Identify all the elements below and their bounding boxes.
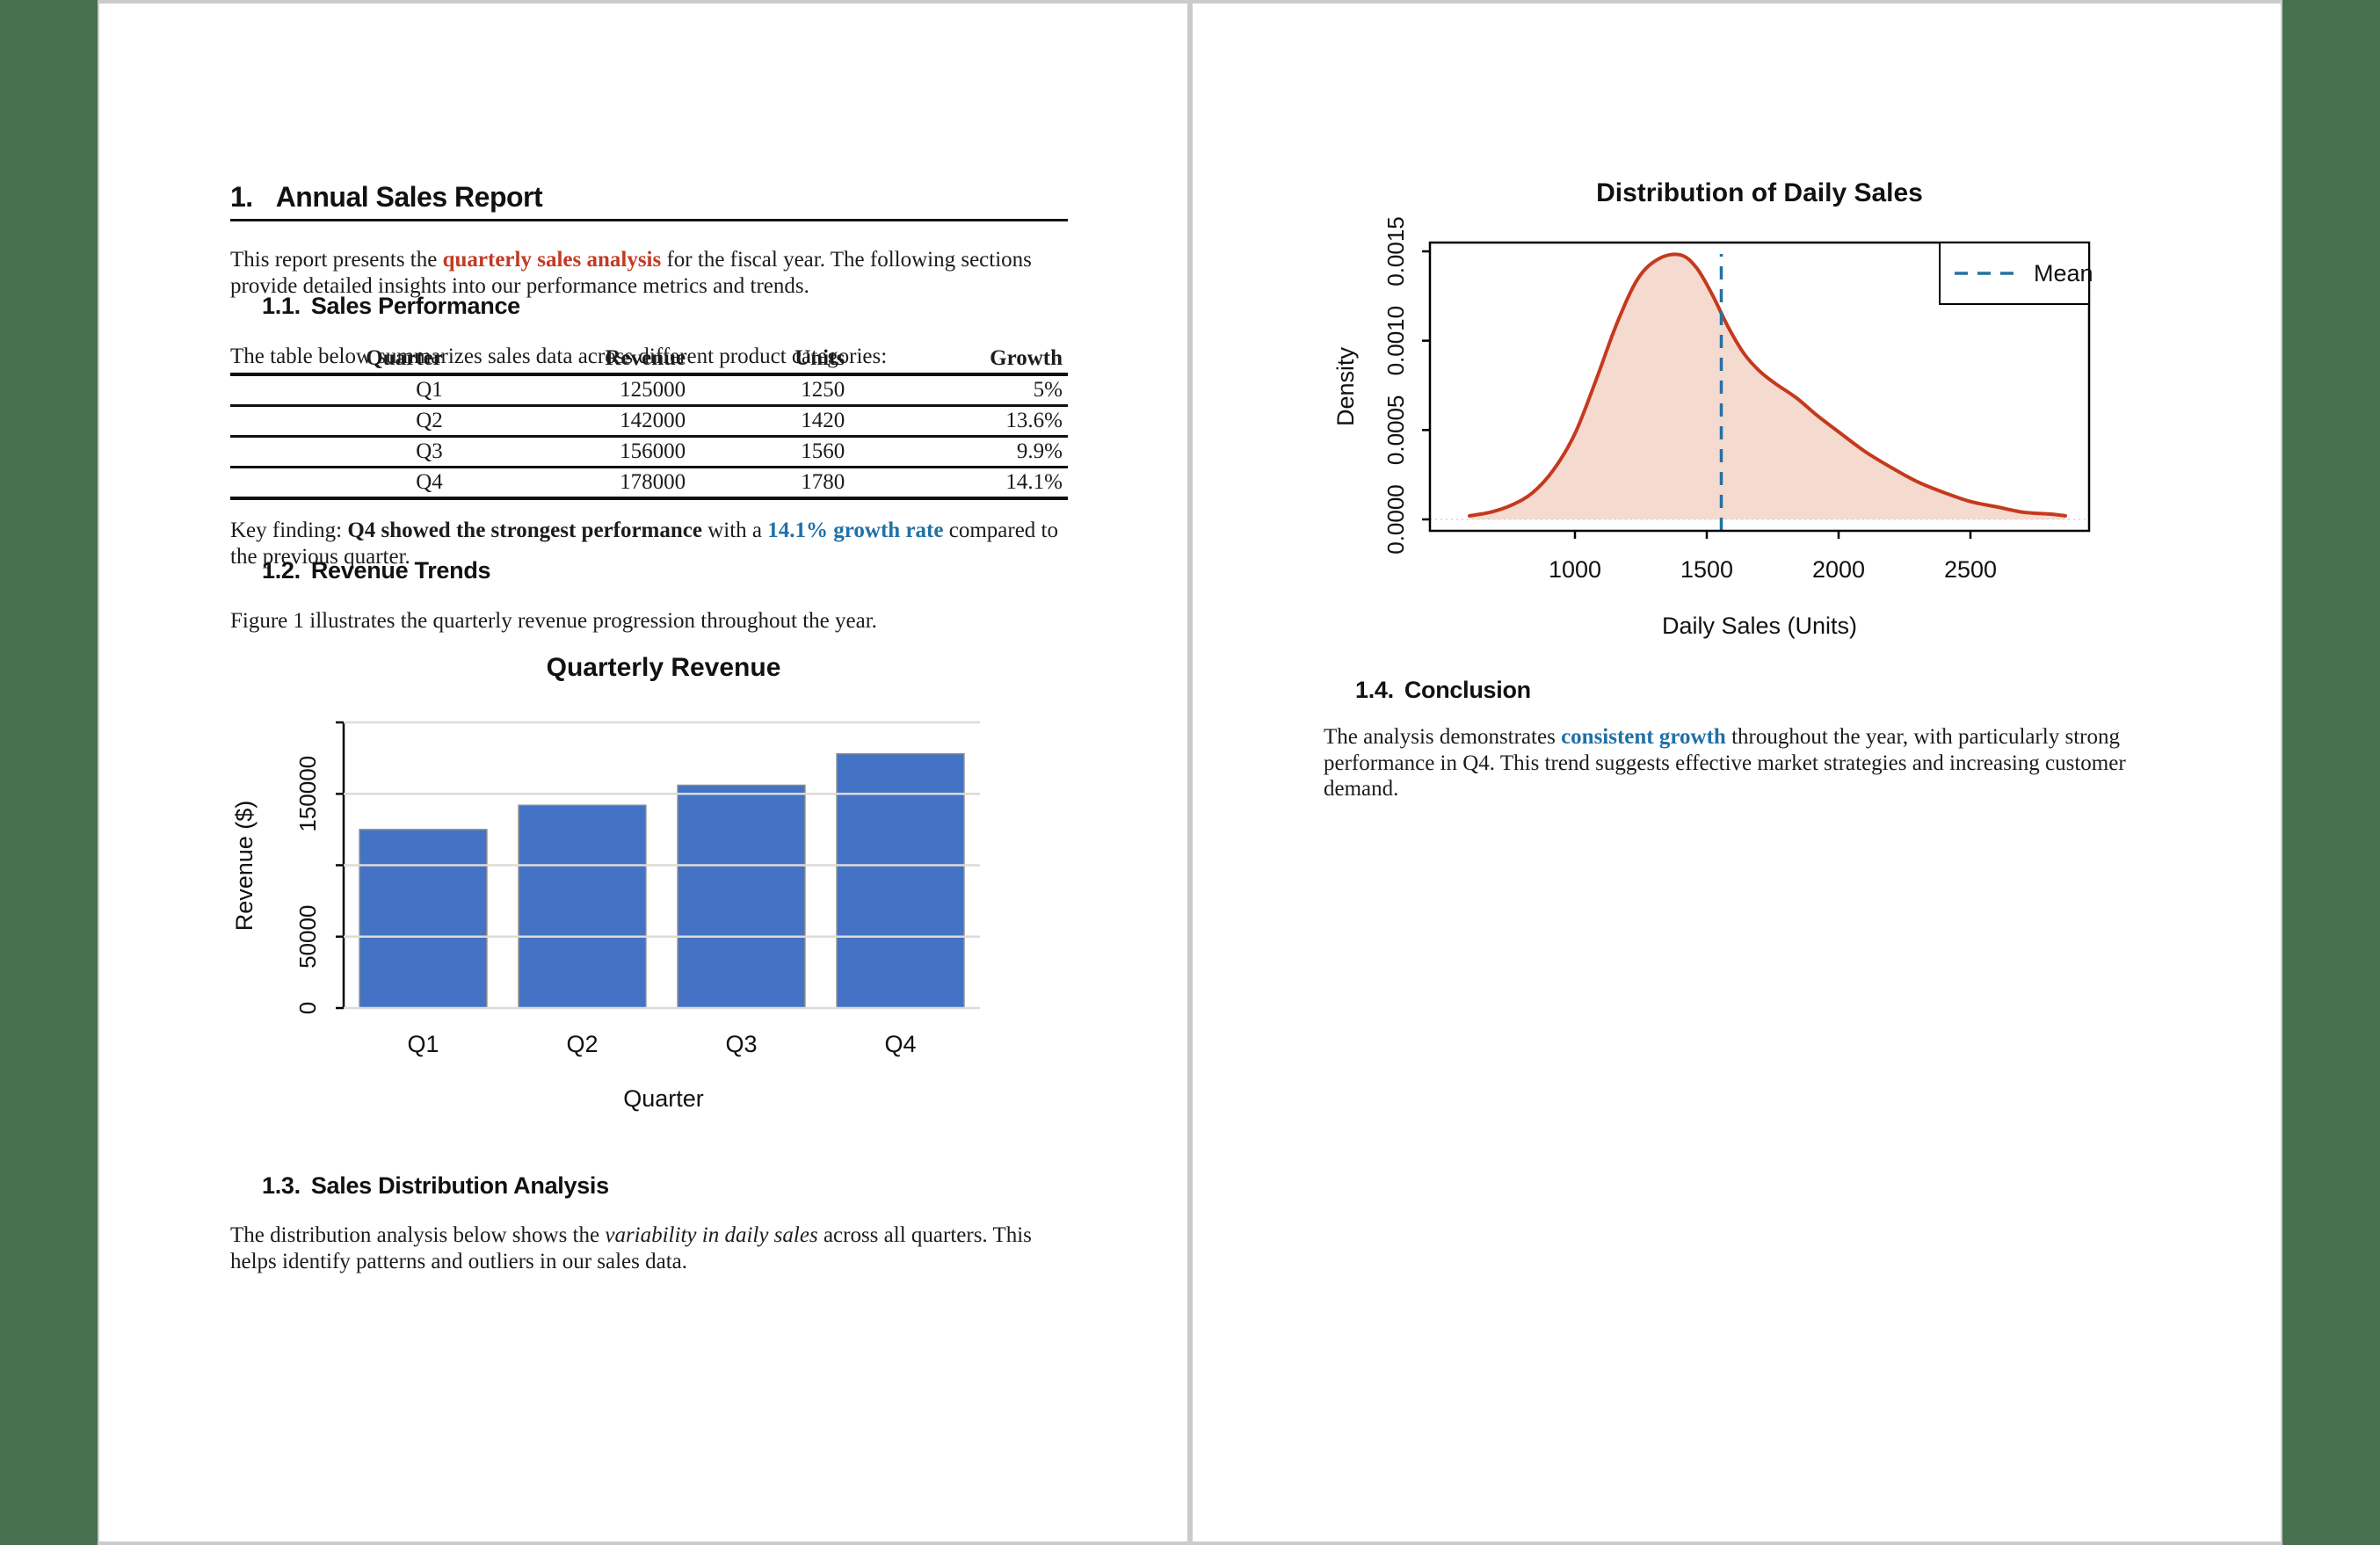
daily-sales-distribution-chart: Distribution of Daily Sales 0.0000 0.0005 0… <box>1332 178 2093 639</box>
y-tick-label: 50000 <box>294 905 321 968</box>
quarterly-revenue-chart: Quarterly Revenue 0 50000 150000 Revenue ($)… <box>231 653 980 1112</box>
y-tick-label: 150000 <box>294 756 321 832</box>
section-title-1-2: Revenue Trends <box>310 557 491 584</box>
distribution-lead-paragraph: The distribution analysis below shows th… <box>230 1222 1070 1274</box>
plot-box <box>1428 241 2091 533</box>
column-header-growth: Growth <box>850 345 1068 376</box>
intro-highlight: quarterly sales analysis <box>442 248 662 272</box>
chart-title: Distribution of Daily Sales <box>1596 178 1923 207</box>
section-heading-1-1: 1.1. Sales Performance <box>262 293 520 319</box>
report-title-number: 1. <box>230 181 253 213</box>
bar-q4 <box>836 753 965 1009</box>
x-tick-label: 2000 <box>1812 556 1865 583</box>
x-axis-title: Daily Sales (Units) <box>1662 613 1857 639</box>
conclusion-pre: The analysis demonstrates <box>1324 725 1562 749</box>
x-tick-label: Q1 <box>407 1031 439 1057</box>
x-axis-title: Quarter <box>623 1085 704 1112</box>
table-cell: 1420 <box>691 405 851 438</box>
table-cell: Q3 <box>230 436 448 468</box>
section-heading-1-3: 1.3. Sales Distribution Analysis <box>262 1172 609 1199</box>
x-tick-label: 1000 <box>1549 556 1601 583</box>
report-title: 1. Annual Sales Report <box>230 181 1068 221</box>
table-header-row: Quarter Revenue Units Growth <box>230 345 1068 376</box>
table-cell: 1560 <box>691 436 851 468</box>
conclusion-paragraph: The analysis demonstrates consistent gro… <box>1324 724 2154 802</box>
section-heading-1-4: 1.4. Conclusion <box>1355 677 1531 703</box>
section-number-1-1: 1.1. <box>262 293 301 319</box>
section-title-1-4: Conclusion <box>1404 677 1531 703</box>
table-cell: 1780 <box>691 467 851 500</box>
figure-lead-text: Figure 1 illustrates the quarterly reven… <box>230 609 877 633</box>
density-curve <box>1468 252 2067 518</box>
table-row: Q1 125000 1250 5% <box>230 374 1068 407</box>
bar-q3 <box>677 784 806 1009</box>
page-1: 1. Annual Sales Report This report presen… <box>99 4 1187 1541</box>
key-finding-strong: Q4 showed the strongest performance <box>347 519 702 542</box>
report-title-text: Annual Sales Report <box>275 181 543 213</box>
table-cell: 142000 <box>447 405 692 438</box>
table-cell: 14.1% <box>850 467 1068 500</box>
y-tick-label: 0.0015 <box>1382 216 1409 287</box>
key-finding-post: compared to the previous quarter. <box>230 519 1058 569</box>
x-tick-label: Q3 <box>725 1031 757 1057</box>
conclusion-post: throughout the year, with particularly s… <box>1324 725 2126 801</box>
table-cell: 125000 <box>447 374 692 407</box>
key-finding-metric: 14.1% growth rate <box>767 519 944 542</box>
y-tick-label: 0.0005 <box>1382 395 1409 466</box>
section-title-1-3: Sales Distribution Analysis <box>310 1172 609 1199</box>
section-heading-1-2: 1.2. Revenue Trends <box>262 557 491 584</box>
intro-paragraph: This report presents the quarterly sales… <box>230 247 1068 299</box>
x-tick-label: 2500 <box>1944 556 1997 583</box>
column-header-units: Units <box>691 345 851 376</box>
table-cell: 5% <box>850 374 1068 407</box>
section-title-1-1: Sales Performance <box>310 293 520 319</box>
column-header-revenue: Revenue <box>447 345 692 376</box>
section-number-1-4: 1.4. <box>1355 677 1394 703</box>
bar-q1 <box>359 829 488 1009</box>
distribution-lead-pre: The distribution analysis below shows th… <box>230 1223 606 1247</box>
table-cell: 1250 <box>691 374 851 407</box>
table-cell: 13.6% <box>850 405 1068 438</box>
table-cell: Q4 <box>230 467 448 500</box>
y-tick-label: 0 <box>294 1002 321 1014</box>
intro-post: for the fiscal year. The following secti… <box>230 248 1032 298</box>
section-number-1-2: 1.2. <box>262 557 301 584</box>
x-tick-label: Q2 <box>566 1031 598 1057</box>
section-number-1-3: 1.3. <box>262 1172 301 1199</box>
sales-table: Quarter Revenue Units Growth Q1 125000 125… <box>230 345 1068 500</box>
y-axis-title: Density <box>1332 346 1359 426</box>
table-cell: Q2 <box>230 405 448 438</box>
key-finding-paragraph: Key finding: Q4 showed the strongest per… <box>230 518 1070 569</box>
table-cell: 156000 <box>447 436 692 468</box>
sales-table-body: Q1 125000 1250 5% Q2 142000 1420 13.6% Q3 156000 1… <box>230 374 1068 500</box>
key-finding-label: Key finding: <box>230 519 348 542</box>
table-row: Q4 178000 1780 14.1% <box>230 467 1068 500</box>
page-2: Distribution of Daily Sales 0.0000 0.0005 0… <box>1193 4 2281 1541</box>
x-tick-label: 1500 <box>1680 556 1733 583</box>
bar-q2 <box>518 804 647 1009</box>
page-container: 1. Annual Sales Report This report presen… <box>98 0 2282 1545</box>
y-axis-title: Revenue ($) <box>231 801 258 932</box>
y-tick-label: 0.0000 <box>1382 484 1409 555</box>
intro-pre: This report presents the <box>230 248 443 272</box>
x-tick-label: Q4 <box>884 1031 916 1057</box>
conclusion-highlight: consistent growth <box>1561 725 1726 749</box>
table-cell: 178000 <box>447 467 692 500</box>
legend-label: Mean <box>2034 260 2093 287</box>
table-cell: Q1 <box>230 374 448 407</box>
key-finding-mid: with a <box>701 519 768 542</box>
distribution-lead-post: across all quarters. This helps identify… <box>230 1223 1032 1273</box>
table-cell: 9.9% <box>850 436 1068 468</box>
y-tick-label: 0.0010 <box>1382 306 1409 376</box>
column-header-quarter: Quarter <box>230 345 448 376</box>
table-row: Q2 142000 1420 13.6% <box>230 405 1068 438</box>
table-row: Q3 156000 1560 9.9% <box>230 436 1068 468</box>
distribution-lead-italic: variability in daily sales <box>605 1223 818 1247</box>
legend: Mean <box>1939 242 2093 305</box>
chart-title: Quarterly Revenue <box>547 653 781 682</box>
